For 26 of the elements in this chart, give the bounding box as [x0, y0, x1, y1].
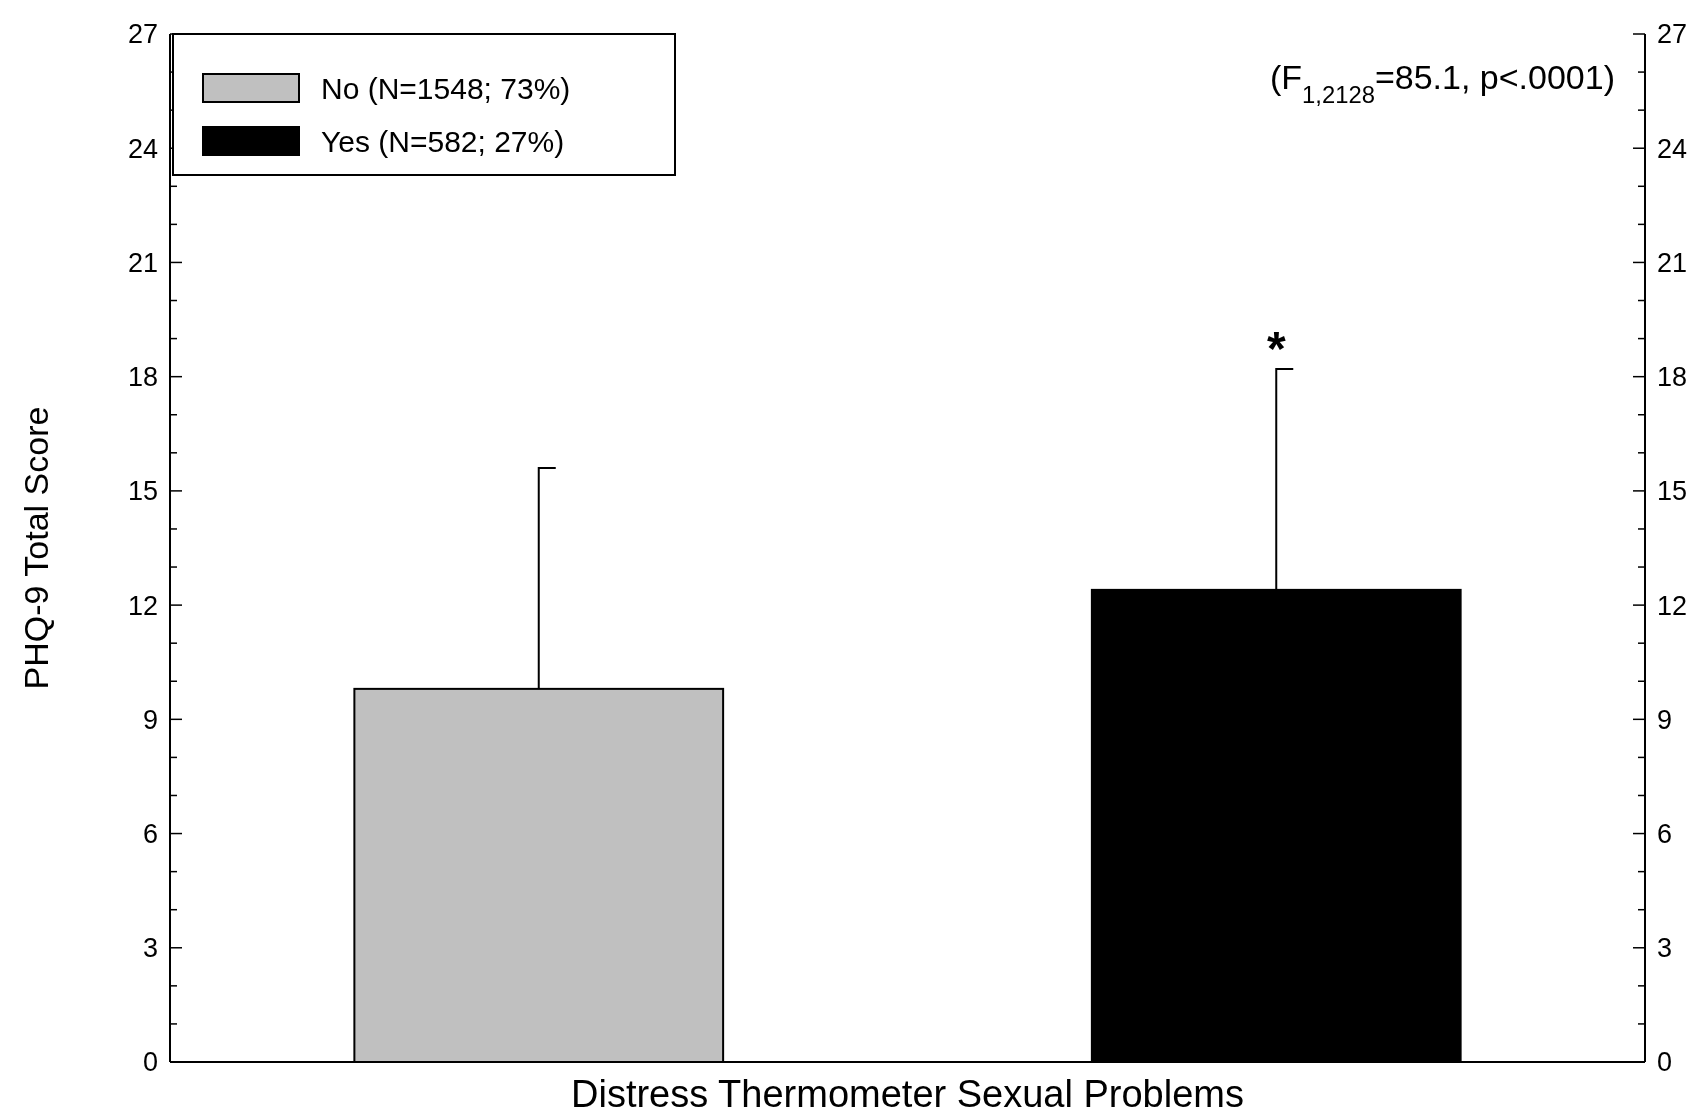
y-tick-label: 21 — [127, 247, 158, 278]
legend-label: Yes (N=582; 27%) — [321, 124, 565, 158]
y-tick-label: 15 — [127, 476, 158, 507]
y2-tick-label: 3 — [1657, 933, 1673, 964]
y2-tick-label: 27 — [1657, 19, 1688, 50]
y2-tick-label: 24 — [1657, 133, 1688, 164]
y-axis-title: PHQ-9 Total Score — [17, 406, 55, 690]
y2-tick-label: 0 — [1657, 1047, 1673, 1078]
y2-tick-label: 12 — [1657, 590, 1688, 621]
y-tick-label: 9 — [142, 704, 158, 735]
y-tick-label: 6 — [142, 819, 158, 850]
y-tick-label: 27 — [127, 19, 158, 50]
y-tick-label: 0 — [142, 1047, 158, 1078]
y-tick-label: 12 — [127, 590, 158, 621]
y-tick-label: 24 — [127, 133, 158, 164]
y2-tick-label: 6 — [1657, 819, 1673, 850]
y-tick-label: 18 — [127, 362, 158, 393]
annotation: (F$_{1,2128}$=85.1, p<.0001) — [1270, 58, 1615, 108]
annotation: * — [1266, 322, 1286, 376]
y2-tick-label: 21 — [1657, 247, 1688, 278]
y2-tick-label: 18 — [1657, 362, 1688, 393]
y-tick-label: 3 — [142, 933, 158, 964]
legend-label: No (N=1548; 73%) — [321, 71, 571, 105]
y2-tick-label: 15 — [1657, 476, 1688, 507]
x-axis-title: Distress Thermometer Sexual Problems — [571, 1073, 1244, 1115]
y2-tick-label: 9 — [1657, 704, 1673, 735]
